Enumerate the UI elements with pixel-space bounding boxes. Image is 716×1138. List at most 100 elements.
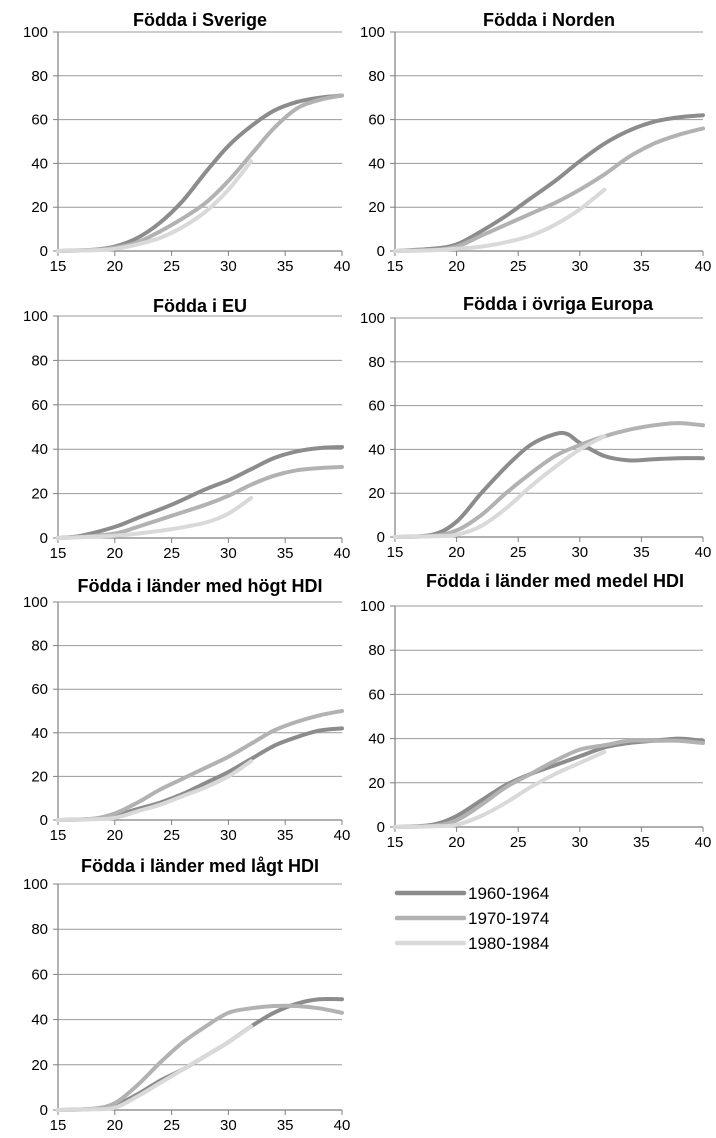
series-line-1970-1974 <box>56 93 344 253</box>
y-tick-label: 60 <box>31 966 48 983</box>
series-line-1980-1984 <box>393 749 607 829</box>
y-tick-label: 60 <box>368 398 385 415</box>
y-tick-label: 100 <box>360 24 385 41</box>
panel-3: 0 20 40 60 80 100 15 20 25 30 35 40 Födda i EU <box>23 296 350 562</box>
x-tick-label: 20 <box>448 258 465 275</box>
y-tick-label: 40 <box>31 1012 48 1029</box>
x-tick-label: 25 <box>163 258 180 275</box>
x-tick-label: 20 <box>106 545 123 562</box>
x-tick-label: 25 <box>510 544 527 561</box>
y-tick-label: 20 <box>368 199 385 216</box>
panel-4: 0 20 40 60 80 100 15 20 25 30 35 40 Födda i övriga E… <box>360 294 711 561</box>
y-tick-label: 60 <box>31 681 48 698</box>
x-tick-label: 40 <box>334 827 351 844</box>
y-tick-label: 0 <box>40 530 48 547</box>
chart-title: Födda i länder med högt HDI <box>77 576 322 596</box>
y-tick-label: 0 <box>40 812 48 829</box>
y-tick-label: 60 <box>368 112 385 129</box>
x-tick-label: 40 <box>695 544 712 561</box>
series-line-1980-1984 <box>56 496 254 540</box>
x-tick-label: 25 <box>163 545 180 562</box>
chart-title: Födda i länder med medel HDI <box>426 571 684 591</box>
y-tick-label: 80 <box>368 68 385 85</box>
y-tick-label: 100 <box>23 308 48 325</box>
y-tick-label: 60 <box>31 397 48 414</box>
x-tick-label: 25 <box>510 834 527 851</box>
x-tick-label: 15 <box>387 544 404 561</box>
x-tick-label: 30 <box>220 827 237 844</box>
x-tick-label: 30 <box>571 258 588 275</box>
y-tick-label: 40 <box>31 155 48 172</box>
x-tick-label: 35 <box>277 1117 294 1134</box>
y-tick-label: 20 <box>31 199 48 216</box>
panel-7: 0 20 40 60 80 100 15 20 25 30 35 40 Födda i länder m… <box>23 856 350 1134</box>
x-tick-label: 25 <box>163 1117 180 1134</box>
series-line-1980-1984 <box>393 434 607 539</box>
y-tick-label: 100 <box>23 876 48 893</box>
panel-1: 0 20 40 60 80 100 15 20 25 30 35 40 Födda i Sverige <box>23 10 350 275</box>
series-line-1960-1964 <box>393 113 705 253</box>
chart-title: Födda i länder med lågt HDI <box>81 856 319 876</box>
series-line-1980-1984 <box>56 1024 254 1112</box>
y-tick-label: 100 <box>360 598 385 615</box>
x-tick-label: 15 <box>50 545 67 562</box>
x-tick-label: 20 <box>106 827 123 844</box>
x-tick-label: 40 <box>334 1117 351 1134</box>
y-tick-label: 100 <box>360 310 385 327</box>
legend-label: 1980-1984 <box>468 934 549 953</box>
y-tick-label: 0 <box>377 243 385 260</box>
y-tick-label: 60 <box>31 112 48 129</box>
series-line-1980-1984 <box>56 159 254 253</box>
y-tick-label: 60 <box>368 686 385 703</box>
x-tick-label: 15 <box>50 827 67 844</box>
y-tick-label: 20 <box>31 486 48 503</box>
x-tick-label: 20 <box>448 544 465 561</box>
panel-6: 0 20 40 60 80 100 15 20 25 30 35 40 Födda i länder m… <box>360 571 711 851</box>
series-line-1970-1974 <box>56 709 344 822</box>
x-tick-label: 40 <box>695 834 712 851</box>
series-line-1980-1984 <box>393 187 607 253</box>
panel-2: 0 20 40 60 80 100 15 20 25 30 35 40 Födda i Norden <box>360 10 711 275</box>
series-line-1960-1964 <box>56 996 344 1112</box>
y-tick-label: 0 <box>40 1102 48 1119</box>
y-tick-label: 80 <box>31 68 48 85</box>
x-tick-label: 20 <box>448 834 465 851</box>
y-tick-label: 80 <box>368 642 385 659</box>
series-line-1970-1974 <box>56 1003 344 1112</box>
y-tick-label: 20 <box>368 775 385 792</box>
x-tick-label: 20 <box>106 258 123 275</box>
x-tick-label: 40 <box>695 258 712 275</box>
legend-label: 1970-1974 <box>468 909 549 928</box>
y-tick-label: 80 <box>31 638 48 655</box>
panel-5: 0 20 40 60 80 100 15 20 25 30 35 40 Födda i länder m… <box>23 576 350 844</box>
legend-item: 1970-1974 <box>394 909 549 928</box>
x-tick-label: 40 <box>334 258 351 275</box>
y-tick-label: 0 <box>377 819 385 836</box>
y-tick-label: 80 <box>31 921 48 938</box>
x-tick-label: 30 <box>220 1117 237 1134</box>
y-tick-label: 40 <box>368 731 385 748</box>
y-tick-label: 100 <box>23 24 48 41</box>
series-line-1970-1974 <box>56 465 344 540</box>
y-tick-label: 20 <box>31 1057 48 1074</box>
x-tick-label: 15 <box>387 834 404 851</box>
x-tick-label: 25 <box>510 258 527 275</box>
legend: 1960-1964 1970-1974 1980-1984 <box>394 884 549 953</box>
x-tick-label: 15 <box>50 1117 67 1134</box>
x-tick-label: 15 <box>50 258 67 275</box>
series-line-1960-1964 <box>56 445 344 540</box>
series-line-1960-1964 <box>56 726 344 822</box>
x-tick-label: 35 <box>633 834 650 851</box>
x-tick-label: 30 <box>220 258 237 275</box>
y-tick-label: 80 <box>31 352 48 369</box>
x-tick-label: 30 <box>220 545 237 562</box>
x-tick-label: 30 <box>571 544 588 561</box>
y-tick-label: 20 <box>368 485 385 502</box>
x-tick-label: 30 <box>571 834 588 851</box>
x-tick-label: 40 <box>334 545 351 562</box>
chart-title: Födda i Norden <box>483 10 615 30</box>
x-tick-label: 35 <box>277 258 294 275</box>
y-tick-label: 40 <box>368 155 385 172</box>
x-tick-label: 35 <box>633 258 650 275</box>
